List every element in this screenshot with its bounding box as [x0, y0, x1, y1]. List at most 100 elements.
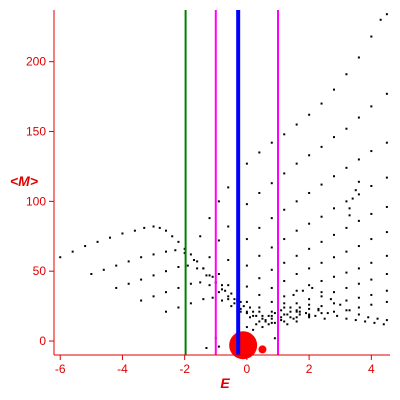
data-point	[357, 313, 360, 316]
data-point	[127, 260, 130, 263]
data-point	[283, 306, 286, 309]
data-point	[186, 264, 189, 267]
data-point	[270, 268, 273, 271]
data-point	[385, 272, 388, 275]
x-tick-label: 2	[306, 362, 313, 376]
data-point	[357, 180, 360, 183]
data-point	[230, 305, 233, 308]
data-point	[308, 284, 311, 287]
data-point	[202, 298, 205, 301]
data-point	[333, 88, 335, 91]
data-point	[329, 298, 332, 301]
data-point	[189, 302, 192, 305]
data-point	[140, 278, 143, 281]
data-point	[133, 229, 136, 232]
data-point	[345, 127, 348, 130]
y-tick-label: 100	[26, 194, 46, 208]
data-point	[320, 215, 323, 218]
data-point	[258, 191, 261, 194]
data-point	[267, 323, 270, 326]
data-point	[270, 141, 273, 144]
data-point	[239, 310, 242, 313]
data-point	[217, 272, 220, 275]
data-point	[283, 172, 286, 175]
data-point	[345, 286, 348, 289]
data-point	[295, 289, 298, 292]
data-point	[370, 293, 373, 296]
data-point	[333, 291, 335, 294]
data-point	[370, 212, 373, 215]
data-point	[165, 270, 167, 273]
data-point	[385, 205, 388, 208]
data-point	[252, 310, 255, 313]
data-point	[152, 295, 155, 298]
x-axis-label: E	[220, 375, 230, 391]
data-point	[193, 259, 195, 262]
data-point	[314, 314, 317, 317]
data-point	[339, 303, 342, 306]
data-point	[308, 303, 311, 306]
data-point	[283, 261, 286, 264]
data-point	[270, 314, 273, 317]
data-point	[258, 306, 261, 309]
data-point	[217, 345, 220, 348]
data-point	[333, 175, 335, 178]
data-point	[370, 278, 373, 281]
data-point	[305, 312, 307, 315]
data-point	[348, 207, 351, 210]
data-point	[208, 284, 211, 287]
data-point	[298, 313, 301, 316]
data-point	[189, 282, 192, 285]
data-point	[143, 226, 146, 229]
data-point	[115, 286, 118, 289]
y-tick-label: 200	[26, 55, 46, 69]
data-point	[165, 250, 167, 253]
y-tick-label: 150	[26, 125, 46, 139]
data-point	[283, 279, 286, 282]
data-point	[320, 240, 323, 243]
data-point	[351, 197, 354, 200]
data-point	[385, 141, 388, 144]
data-point	[264, 320, 267, 323]
data-point	[289, 316, 292, 319]
data-point	[255, 314, 258, 317]
data-point	[320, 183, 323, 186]
data-point	[357, 56, 360, 59]
data-point	[345, 299, 348, 302]
data-point	[357, 193, 360, 196]
data-point	[308, 154, 311, 157]
data-point	[320, 261, 323, 264]
data-point	[286, 323, 289, 326]
data-point	[258, 320, 261, 323]
data-point	[177, 240, 180, 243]
data-point	[379, 18, 382, 21]
data-point	[258, 226, 261, 229]
data-point	[239, 300, 242, 303]
data-point	[270, 317, 273, 320]
data-point	[333, 275, 335, 278]
data-point	[283, 313, 286, 316]
red-point	[258, 345, 267, 354]
data-point	[280, 319, 283, 322]
data-point	[208, 217, 211, 220]
data-point	[385, 92, 388, 95]
data-point	[345, 317, 348, 320]
data-point	[208, 274, 211, 277]
data-point	[370, 261, 373, 264]
data-point	[289, 306, 292, 309]
data-point	[245, 162, 248, 165]
data-point	[333, 207, 335, 210]
data-point	[245, 238, 248, 241]
data-point	[308, 113, 311, 116]
data-point	[270, 286, 273, 289]
data-point	[273, 312, 276, 315]
data-point	[221, 299, 223, 302]
data-point	[174, 249, 177, 252]
data-point	[298, 310, 301, 313]
data-point	[385, 289, 388, 292]
data-point	[345, 271, 348, 274]
data-point	[165, 310, 167, 313]
data-point	[252, 314, 255, 317]
data-point	[295, 200, 298, 203]
data-point	[189, 253, 192, 256]
